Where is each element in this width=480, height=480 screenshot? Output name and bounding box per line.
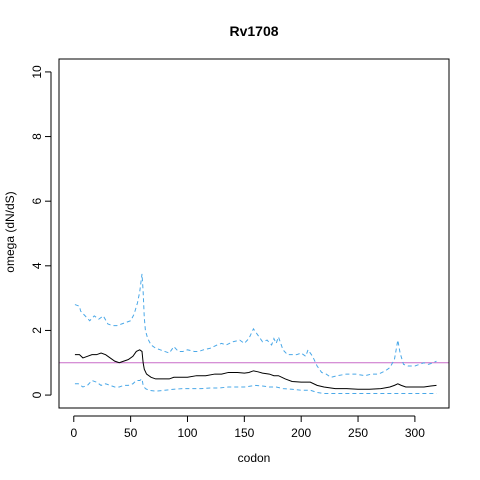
x-axis-label: codon (238, 451, 271, 465)
x-tick-label: 100 (177, 426, 197, 440)
y-tick-label: 4 (30, 262, 44, 269)
y-axis-label: omega (dN/dS) (3, 191, 17, 272)
series-line-estimate (74, 349, 437, 390)
chart-title: Rv1708 (229, 23, 278, 39)
x-tick-label: 0 (70, 426, 77, 440)
y-tick-label: 0 (30, 391, 44, 398)
y-tick-label: 8 (30, 133, 44, 140)
y-tick-label: 2 (30, 327, 44, 334)
x-tick-label: 50 (124, 426, 138, 440)
plot-frame (58, 58, 450, 409)
x-tick-label: 250 (348, 426, 368, 440)
plot-area: 0 50 100 150 200 250 300 0 2 4 6 8 10 (30, 58, 450, 440)
series-line-lower (74, 378, 437, 394)
y-tick-label: 10 (30, 65, 44, 79)
x-tick-label: 150 (234, 426, 254, 440)
series-line-upper (74, 273, 437, 378)
x-tick-label: 300 (405, 426, 425, 440)
x-tick-label: 200 (291, 426, 311, 440)
y-tick-label: 6 (30, 198, 44, 205)
